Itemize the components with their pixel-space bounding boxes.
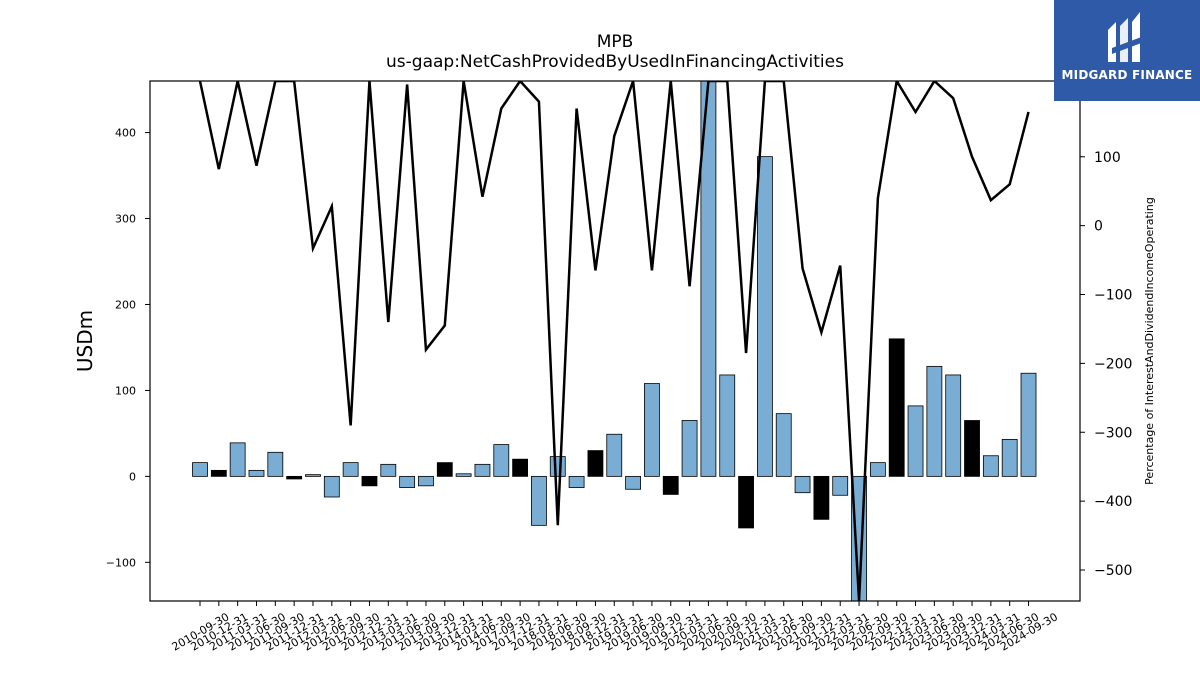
bar — [982, 455, 999, 477]
y-tick-label: 400 — [115, 127, 136, 140]
bar — [719, 374, 736, 477]
bar — [248, 469, 265, 477]
bar — [832, 475, 849, 496]
y2-tick-label: −500 — [1094, 563, 1132, 579]
y2-tick-label: −100 — [1094, 288, 1132, 304]
bar — [606, 433, 623, 477]
bar — [738, 475, 754, 529]
y-tick-label: 300 — [115, 213, 136, 226]
chart-subtitle: us-gaap:NetCashProvidedByUsedInFinancing… — [386, 52, 844, 72]
y2-tick-label: −400 — [1094, 494, 1132, 510]
bar — [700, 81, 717, 477]
bar — [644, 383, 660, 477]
bar — [869, 462, 886, 477]
bar — [757, 156, 773, 477]
y2-tick-label: −200 — [1094, 356, 1132, 372]
bar — [964, 420, 980, 477]
bar — [361, 475, 378, 487]
bar — [210, 469, 227, 477]
bar — [323, 475, 340, 498]
bar — [568, 475, 585, 488]
bar — [474, 463, 491, 477]
y-tick-label: −100 — [106, 556, 136, 569]
y-tick-label: 0 — [129, 470, 136, 483]
midgard-m-logo-icon — [1108, 12, 1144, 62]
bar — [436, 462, 453, 477]
bar — [380, 463, 397, 477]
bar — [1020, 372, 1037, 477]
y-tick-label: 200 — [115, 298, 136, 311]
bar — [549, 456, 566, 477]
bar — [907, 405, 924, 477]
bar — [399, 475, 416, 488]
y2-tick-label: −300 — [1094, 425, 1132, 441]
y2-axis-label: Percentage of InterestAndDividendIncomeO… — [1143, 197, 1156, 485]
y2-tick-label: 0 — [1094, 219, 1103, 235]
chart-title: MPB — [596, 32, 634, 52]
bar — [775, 413, 792, 477]
bar — [587, 450, 604, 477]
bar — [926, 365, 943, 477]
bar — [305, 474, 321, 477]
bar-series — [192, 81, 1037, 601]
bar — [1001, 439, 1018, 477]
bar — [455, 473, 472, 477]
y-axis-label: USDm — [73, 310, 97, 372]
bar — [813, 475, 830, 520]
plot-frame — [149, 80, 1081, 602]
bar — [192, 462, 208, 477]
bar — [888, 338, 905, 477]
bar — [662, 475, 679, 495]
bar — [625, 475, 641, 490]
bar — [267, 451, 284, 477]
bar — [945, 374, 962, 477]
bar — [531, 475, 547, 526]
bar — [512, 458, 529, 477]
line-series — [198, 81, 1030, 601]
bar — [794, 475, 811, 494]
y2-tick-label: 100 — [1094, 150, 1121, 166]
bar — [229, 442, 246, 477]
midgard-finance-logo: MIDGARD FINANCE — [1054, 0, 1200, 101]
logo-text: MIDGARD FINANCE — [1061, 68, 1193, 82]
y-tick-label: 100 — [115, 384, 136, 397]
bar — [286, 475, 303, 480]
bar — [342, 462, 359, 477]
bar — [418, 475, 434, 487]
bar — [681, 420, 698, 477]
bar — [493, 444, 510, 477]
